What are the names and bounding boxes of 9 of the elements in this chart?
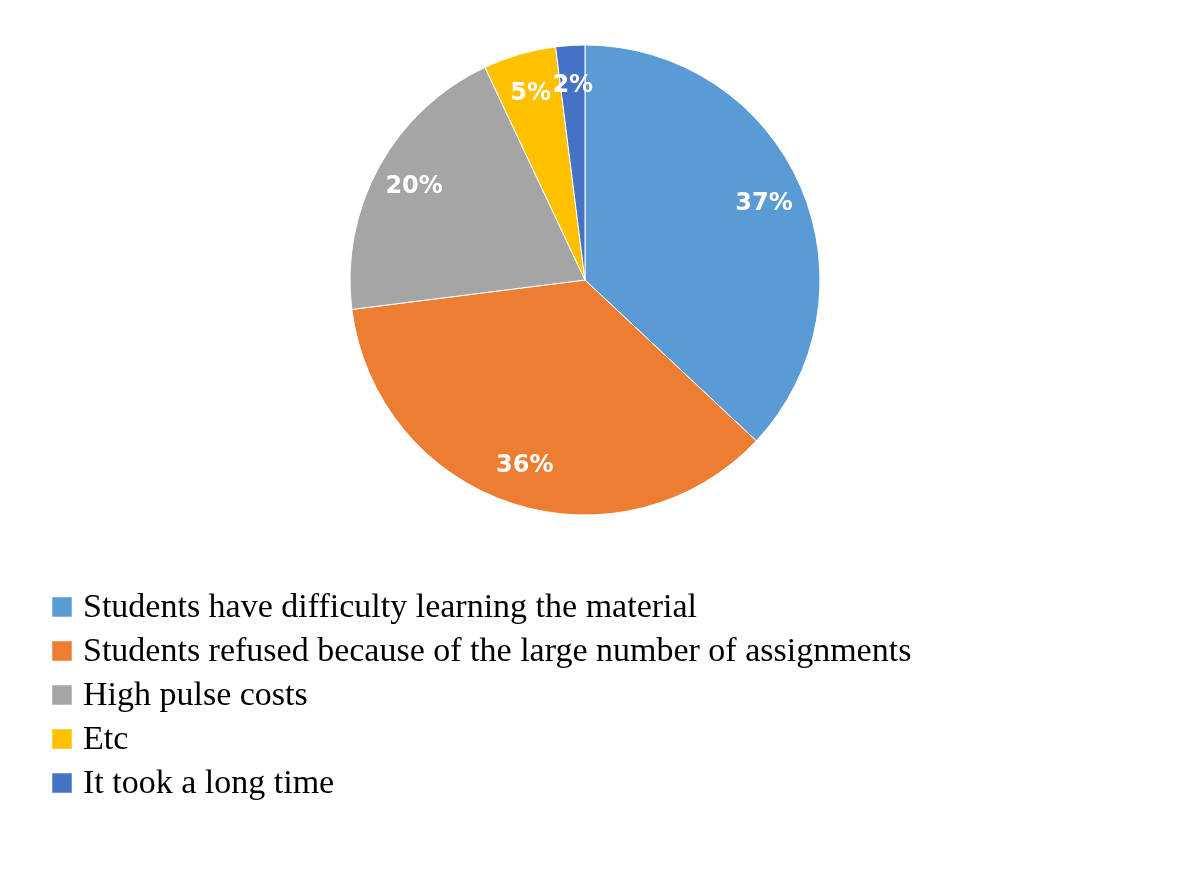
legend-label: Students have difficulty learning the material [83, 587, 698, 624]
legend-label: High pulse costs [83, 675, 308, 712]
legend-label: Students refused because of the large number of assignments [83, 631, 912, 668]
data-label: 37% [735, 187, 793, 216]
legend-label: It took a long time [83, 763, 335, 800]
legend-label: Etc [83, 719, 129, 756]
data-label: 36% [496, 450, 554, 479]
data-label: 20% [385, 171, 443, 200]
data-label: 5% [510, 77, 551, 106]
